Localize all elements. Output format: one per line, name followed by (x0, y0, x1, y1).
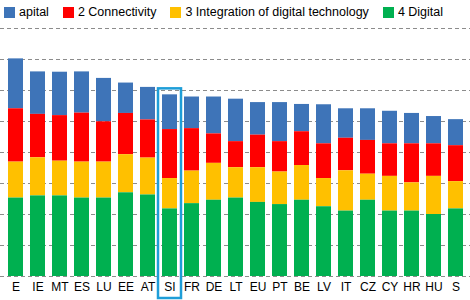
html-text:2 Connectivity: 2 Connectivity (77, 5, 157, 19)
svg-text:E: E (12, 280, 20, 294)
svg-text:EE: EE (118, 280, 134, 294)
svg-text:EU: EU (250, 280, 267, 294)
html-text:apital: apital (19, 5, 49, 19)
svg-text:ES: ES (74, 280, 90, 294)
svg-text:LV: LV (317, 280, 331, 294)
svg-text:MT: MT (51, 280, 69, 294)
svg-text:DE: DE (206, 280, 223, 294)
svg-text:PT: PT (272, 280, 288, 294)
html-text:4 Digital: 4 Digital (397, 5, 443, 19)
svg-text:LT: LT (229, 280, 243, 294)
svg-text:AT: AT (141, 280, 156, 294)
svg-text:S: S (452, 280, 460, 294)
svg-text:CZ: CZ (360, 280, 376, 294)
svg-text:IE: IE (32, 280, 43, 294)
svg-text:LU: LU (96, 280, 111, 294)
svg-text:IT: IT (341, 280, 352, 294)
html-text:3 Integration of digital techn: 3 Integration of digital technology (185, 5, 369, 19)
svg-text:BE: BE (294, 280, 310, 294)
svg-text:FR: FR (184, 280, 200, 294)
svg-text:CY: CY (382, 280, 399, 294)
svg-text:HR: HR (403, 280, 421, 294)
svg-text:SI: SI (164, 280, 175, 294)
svg-text:HU: HU (425, 280, 442, 294)
